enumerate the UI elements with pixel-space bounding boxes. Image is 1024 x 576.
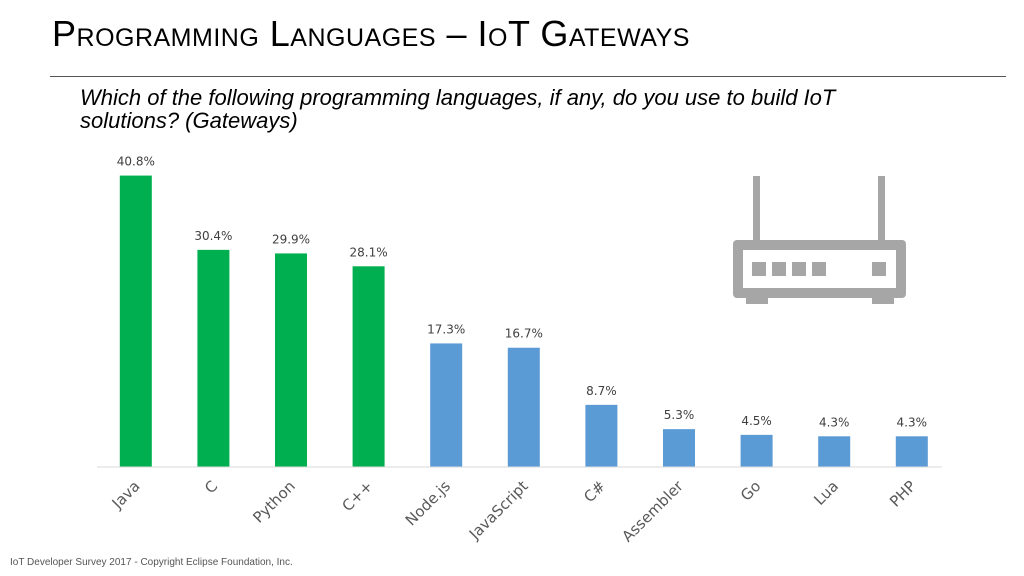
bar-c- [585,404,618,467]
bar-go [740,434,773,467]
x-tick-label: Java [108,477,144,513]
x-tick-label: Assembler [618,477,687,546]
bar-lua [818,436,851,467]
router-port [792,262,806,276]
data-label: 4.3% [819,415,850,429]
bar-javascript [507,347,540,467]
x-tick-label: C [201,477,221,497]
data-label: 5.3% [664,408,695,422]
bar-php [895,436,928,467]
router-port [872,262,886,276]
router-antenna-left [753,176,760,242]
router-foot-left [746,296,768,304]
bars-group: 40.8% Java 30.4% C 29.9% Python 28.1% C++ 17.3% N… [108,155,928,546]
router-port [812,262,826,276]
x-tick-label: C# [580,477,609,506]
bar-c [197,249,230,467]
router-port [752,262,766,276]
router-foot-right [872,296,894,304]
data-label: 30.4% [194,229,232,243]
data-label: 16.7% [505,327,543,341]
page-title: Programming Languages – IoT Gateways [52,13,690,54]
bar-assembler [663,429,695,467]
x-tick-label: JavaScript [465,477,532,544]
router-antenna-right [878,176,885,242]
data-label: 4.5% [741,414,772,428]
data-label: 28.1% [350,245,388,259]
x-tick-label: C++ [339,477,377,515]
bar-python [275,253,307,467]
data-label: 17.3% [427,322,465,336]
bar-node-js [430,343,463,467]
bar-java [119,175,152,468]
bar-c- [352,266,385,467]
title-divider [50,76,1006,77]
x-tick-label: Python [249,477,298,526]
data-label: 40.8% [117,155,155,169]
x-tick-label: Node.js [402,477,454,529]
data-label: 29.9% [272,232,310,246]
data-label: 4.3% [897,415,928,429]
data-label: 8.7% [586,384,617,398]
survey-question: Which of the following programming langu… [80,85,836,133]
x-tick-label: Go [737,477,764,504]
copyright-footer: IoT Developer Survey 2017 - Copyright Ec… [10,557,293,568]
router-icon [733,176,906,304]
router-port [772,262,786,276]
x-tick-label: PHP [886,477,919,510]
x-tick-label: Lua [810,477,842,509]
